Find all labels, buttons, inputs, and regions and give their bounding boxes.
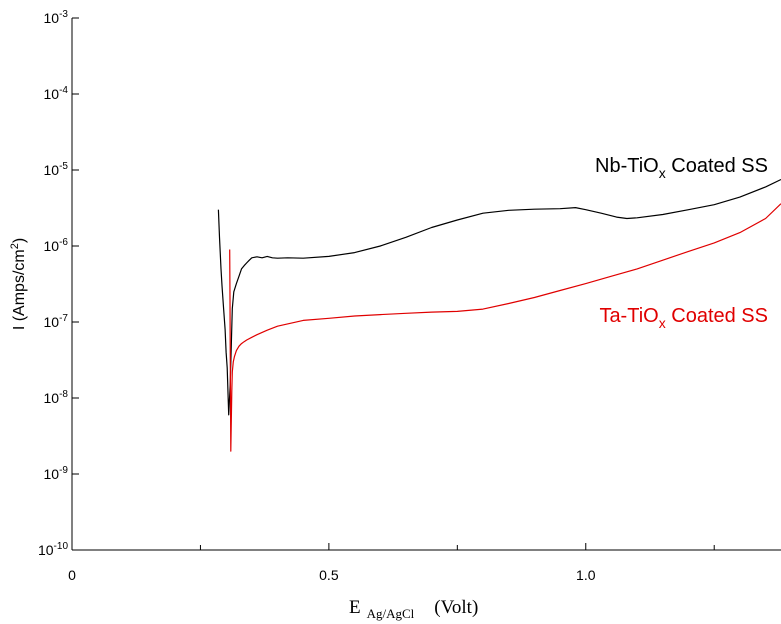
y-tick-label: 10-6	[44, 237, 69, 254]
y-tick-label: 10-7	[44, 313, 69, 330]
ticks-layer: 10-3 10-4 10-5 10-6 10-7 10-8 10-9 10-100 0.5 1.0	[38, 9, 715, 583]
axes-layer	[71, 18, 781, 551]
x-axis-label: E Ag/AgCl (Volt)	[349, 597, 478, 621]
series-label-nb: Nb-TiOx Coated SS	[595, 155, 768, 181]
y-tick-label: 10-10	[38, 541, 68, 558]
x-tick-label: 1.0	[576, 567, 596, 583]
series-layer	[217, 178, 781, 452]
x-tick-label: 0	[68, 567, 76, 583]
series-line-nb	[217, 178, 781, 416]
y-tick-label: 10-8	[44, 389, 69, 406]
y-tick-label: 10-4	[44, 85, 69, 102]
y-axis-label: I (Amps/cm2)	[9, 238, 28, 330]
series-line-ta	[229, 203, 781, 452]
y-tick-label: 10-5	[44, 161, 69, 178]
y-tick-label: 10-9	[44, 465, 69, 482]
y-tick-label: 10-3	[44, 9, 69, 26]
series-label-ta: Ta-TiOx Coated SS	[599, 305, 768, 331]
x-tick-label: 0.5	[319, 567, 339, 583]
